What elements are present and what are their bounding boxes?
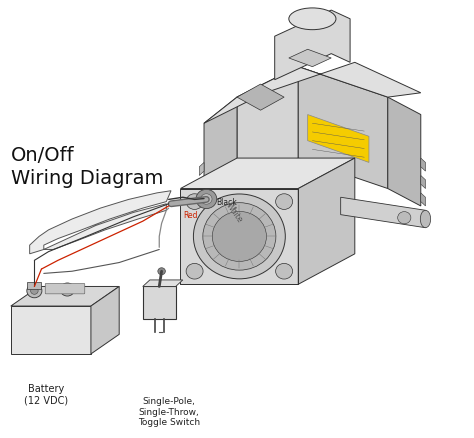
Polygon shape — [11, 286, 119, 306]
Circle shape — [186, 194, 203, 209]
Polygon shape — [11, 306, 91, 354]
Circle shape — [186, 263, 203, 279]
Polygon shape — [237, 84, 284, 110]
Polygon shape — [341, 197, 426, 228]
Polygon shape — [237, 67, 298, 188]
FancyBboxPatch shape — [45, 283, 85, 294]
Polygon shape — [199, 180, 204, 193]
Polygon shape — [421, 176, 426, 188]
Circle shape — [60, 283, 74, 296]
Polygon shape — [143, 280, 183, 286]
Polygon shape — [237, 67, 388, 127]
Polygon shape — [181, 188, 298, 284]
Polygon shape — [204, 97, 237, 215]
Polygon shape — [91, 286, 119, 354]
Polygon shape — [275, 10, 350, 80]
Polygon shape — [27, 282, 41, 289]
Polygon shape — [204, 62, 421, 123]
Circle shape — [201, 194, 212, 204]
Circle shape — [158, 268, 165, 275]
Text: Black: Black — [216, 198, 237, 207]
Circle shape — [27, 284, 42, 298]
Circle shape — [276, 194, 292, 209]
Circle shape — [276, 263, 292, 279]
Text: On/Off
Wiring Diagram: On/Off Wiring Diagram — [11, 145, 163, 188]
Ellipse shape — [193, 194, 285, 279]
Polygon shape — [199, 197, 204, 210]
Ellipse shape — [212, 212, 266, 261]
Polygon shape — [421, 193, 426, 206]
Polygon shape — [298, 158, 355, 284]
Polygon shape — [388, 97, 421, 206]
Ellipse shape — [289, 8, 336, 30]
Polygon shape — [289, 49, 331, 67]
Polygon shape — [181, 158, 355, 188]
Polygon shape — [421, 158, 426, 171]
Circle shape — [398, 212, 411, 224]
Ellipse shape — [203, 203, 276, 270]
Text: Red: Red — [183, 211, 197, 220]
Text: White: White — [224, 201, 244, 224]
Text: Single-Pole,
Single-Throw,
Toggle Switch: Single-Pole, Single-Throw, Toggle Switch — [137, 397, 200, 427]
Polygon shape — [30, 191, 171, 254]
Circle shape — [196, 189, 217, 208]
Polygon shape — [308, 115, 369, 162]
Polygon shape — [143, 286, 176, 319]
Circle shape — [31, 287, 38, 294]
Ellipse shape — [420, 210, 431, 228]
Polygon shape — [298, 67, 388, 188]
Text: Battery
(12 VDC): Battery (12 VDC) — [24, 385, 68, 406]
Polygon shape — [199, 162, 204, 176]
